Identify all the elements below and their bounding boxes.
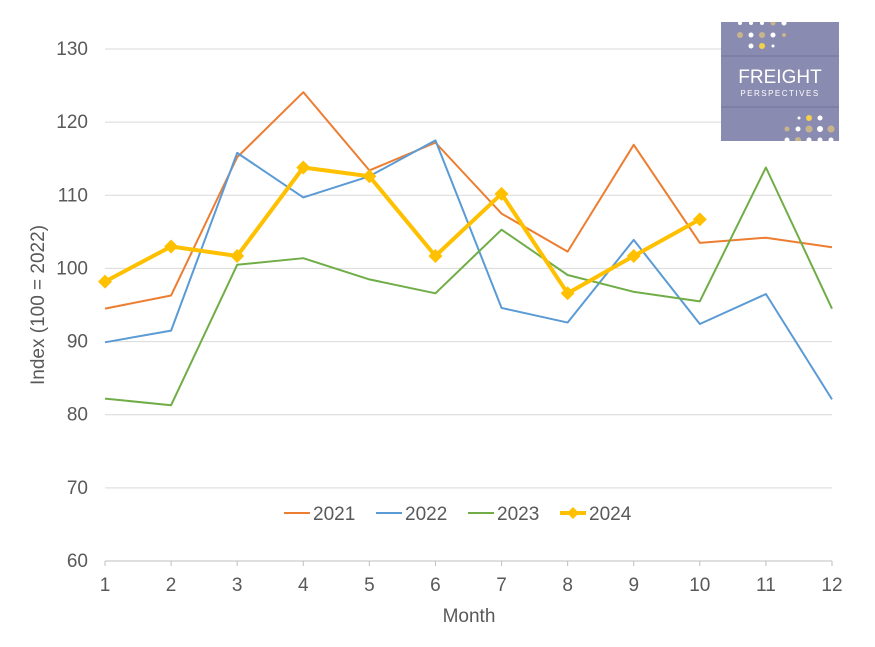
logo-graphic: FREIGHT PERSPECTIVES: [721, 20, 839, 143]
data-point-2024: [296, 160, 311, 175]
x-tick-label: 2: [166, 575, 177, 596]
legend-label: 2024: [589, 504, 632, 525]
x-tick-label: 11: [756, 575, 776, 596]
x-tick-label: 6: [430, 575, 441, 596]
legend-label: 2023: [497, 504, 539, 525]
data-point-2024: [230, 248, 245, 263]
y-tick-label: 100: [56, 258, 88, 279]
legend-marker-2024: [567, 507, 579, 519]
y-tick-label: 90: [67, 332, 88, 353]
x-axis-label: Month: [443, 606, 496, 627]
y-tick-labels: 60 70 80 90 100 110 120 130: [56, 39, 88, 572]
x-tick-label: 10: [689, 575, 710, 596]
x-tick-label: 9: [628, 575, 639, 596]
y-tick-label: 60: [67, 551, 88, 572]
data-point-2024: [626, 248, 641, 263]
logo-title: FREIGHT: [738, 67, 822, 88]
freight-perspectives-logo: FREIGHT PERSPECTIVES: [721, 20, 839, 143]
legend-label: 2022: [405, 504, 447, 525]
x-tick-label: 12: [821, 575, 842, 596]
gridlines: [104, 48, 833, 566]
x-tick-label: 7: [496, 575, 507, 596]
x-tick-labels: 1 2 3 4 5 6 7 8 9 10 11 12: [100, 575, 843, 596]
x-tick-label: 5: [364, 575, 375, 596]
series-line-2023: [104, 166, 833, 407]
y-axis-label: Index (100 = 2022): [28, 225, 49, 385]
y-tick-label: 110: [58, 185, 88, 206]
legend-label: 2021: [313, 504, 355, 525]
x-tick-label: 1: [100, 575, 111, 596]
data-point-2024: [494, 186, 509, 201]
data-point-2024: [560, 286, 575, 301]
y-tick-label: 130: [56, 39, 88, 60]
data-point-2024: [164, 239, 179, 254]
legend: 2021 2022 2023 2024: [284, 504, 632, 525]
y-tick-label: 70: [67, 478, 88, 499]
series-line-2024: [104, 165, 701, 296]
y-tick-label: 120: [56, 112, 88, 133]
x-tick-label: 4: [298, 575, 309, 596]
x-tick-label: 8: [562, 575, 573, 596]
data-point-2024: [428, 248, 443, 263]
data-point-2024: [362, 169, 377, 184]
data-point-2024: [98, 274, 112, 289]
series-lines: [98, 91, 833, 407]
x-tick-label: 3: [232, 575, 243, 596]
y-tick-label: 80: [67, 405, 88, 426]
logo-subtitle: PERSPECTIVES: [740, 89, 819, 98]
data-point-2024: [692, 212, 707, 227]
